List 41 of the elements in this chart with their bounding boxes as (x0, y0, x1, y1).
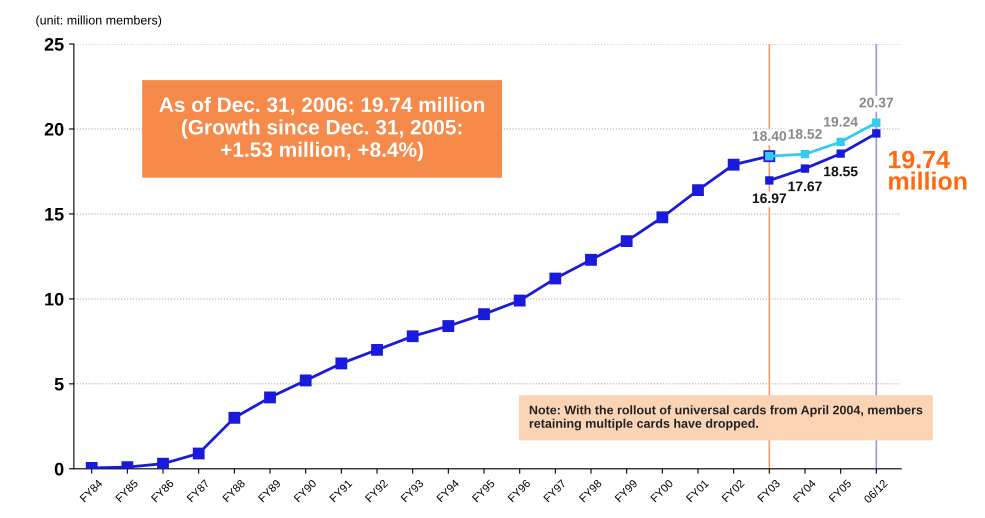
point (620, 235, 633, 248)
point (728, 158, 740, 171)
point (157, 458, 169, 469)
data-label: 20.37 (859, 98, 894, 108)
annotation: As of Dec. 31, 2006: 19.74 million (Growth since Dec. 31, 2005: +1.53 million, +8.4%) (159, 96, 484, 162)
point (192, 448, 205, 460)
data-label: 16.97 (752, 193, 786, 204)
point (228, 412, 240, 424)
point (872, 118, 880, 127)
data-label: 18.52 (788, 129, 822, 139)
point (335, 358, 348, 370)
annotation: Note: With the rollout of universal cards from April 2004, members retaining multiple cards have dropped. (530, 405, 922, 430)
y-tick-label: 10 (45, 292, 64, 306)
point (836, 149, 845, 158)
point (656, 211, 668, 224)
point (406, 330, 419, 342)
point (371, 344, 383, 356)
y-tick-label: 25 (44, 38, 64, 51)
data-label: 18.55 (824, 166, 858, 176)
data-label: 18.40 (752, 131, 786, 141)
y-tick-label: 0 (54, 462, 64, 476)
point (692, 184, 704, 196)
point (585, 254, 597, 266)
point (872, 129, 880, 138)
point (442, 320, 454, 332)
point (300, 374, 312, 386)
y-axis-title: (unit: million members) (36, 15, 162, 28)
point (836, 138, 845, 146)
point (765, 176, 774, 185)
point (478, 308, 490, 320)
data-label: 19.24 (824, 116, 858, 127)
point (549, 272, 562, 284)
y-tick-label: 20 (44, 122, 64, 136)
point (800, 150, 810, 158)
point (514, 294, 526, 306)
point (264, 392, 276, 404)
y-tick-label: 15 (45, 208, 64, 221)
annotation: 19.74 million (888, 150, 966, 190)
point (800, 164, 810, 173)
data-label: 17.67 (788, 181, 822, 192)
y-tick-label: 5 (54, 378, 64, 391)
